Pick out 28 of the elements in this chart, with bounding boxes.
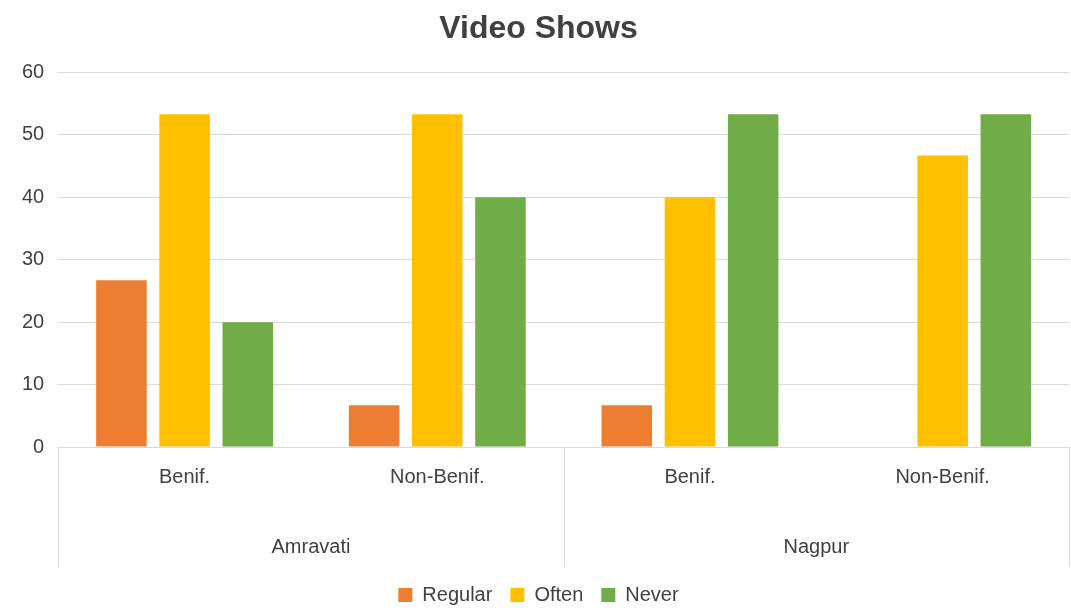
bar	[980, 114, 1032, 447]
bar	[601, 405, 653, 447]
x-tick-label: Benif.	[664, 464, 716, 487]
bar	[159, 114, 210, 447]
y-tick-label: 20	[22, 309, 45, 332]
bar	[348, 405, 400, 447]
bar	[917, 155, 968, 447]
y-tick-label: 40	[22, 184, 45, 207]
y-tick-label: 0	[33, 434, 45, 457]
legend-label: Never	[625, 582, 679, 605]
y-tick-label: 10	[22, 372, 45, 395]
y-tick-label: 50	[22, 122, 45, 145]
x-tick-label: Non-Benif.	[390, 464, 485, 487]
bar	[96, 280, 147, 447]
y-tick-label: 30	[22, 247, 45, 270]
bar	[664, 197, 716, 447]
legend-label: Often	[534, 582, 584, 605]
chart-title: Video Shows	[439, 9, 638, 46]
x-tick-label: Benif.	[159, 464, 211, 487]
legend-label: Regular	[422, 582, 493, 605]
bar	[727, 114, 779, 447]
text: Amravati	[271, 534, 351, 557]
bar	[475, 197, 526, 447]
text: Nagpur	[783, 534, 850, 557]
bar	[222, 322, 274, 447]
bar	[412, 114, 463, 447]
x-tick-label: Non-Benif.	[895, 464, 990, 487]
y-tick-label: 60	[22, 59, 45, 82]
